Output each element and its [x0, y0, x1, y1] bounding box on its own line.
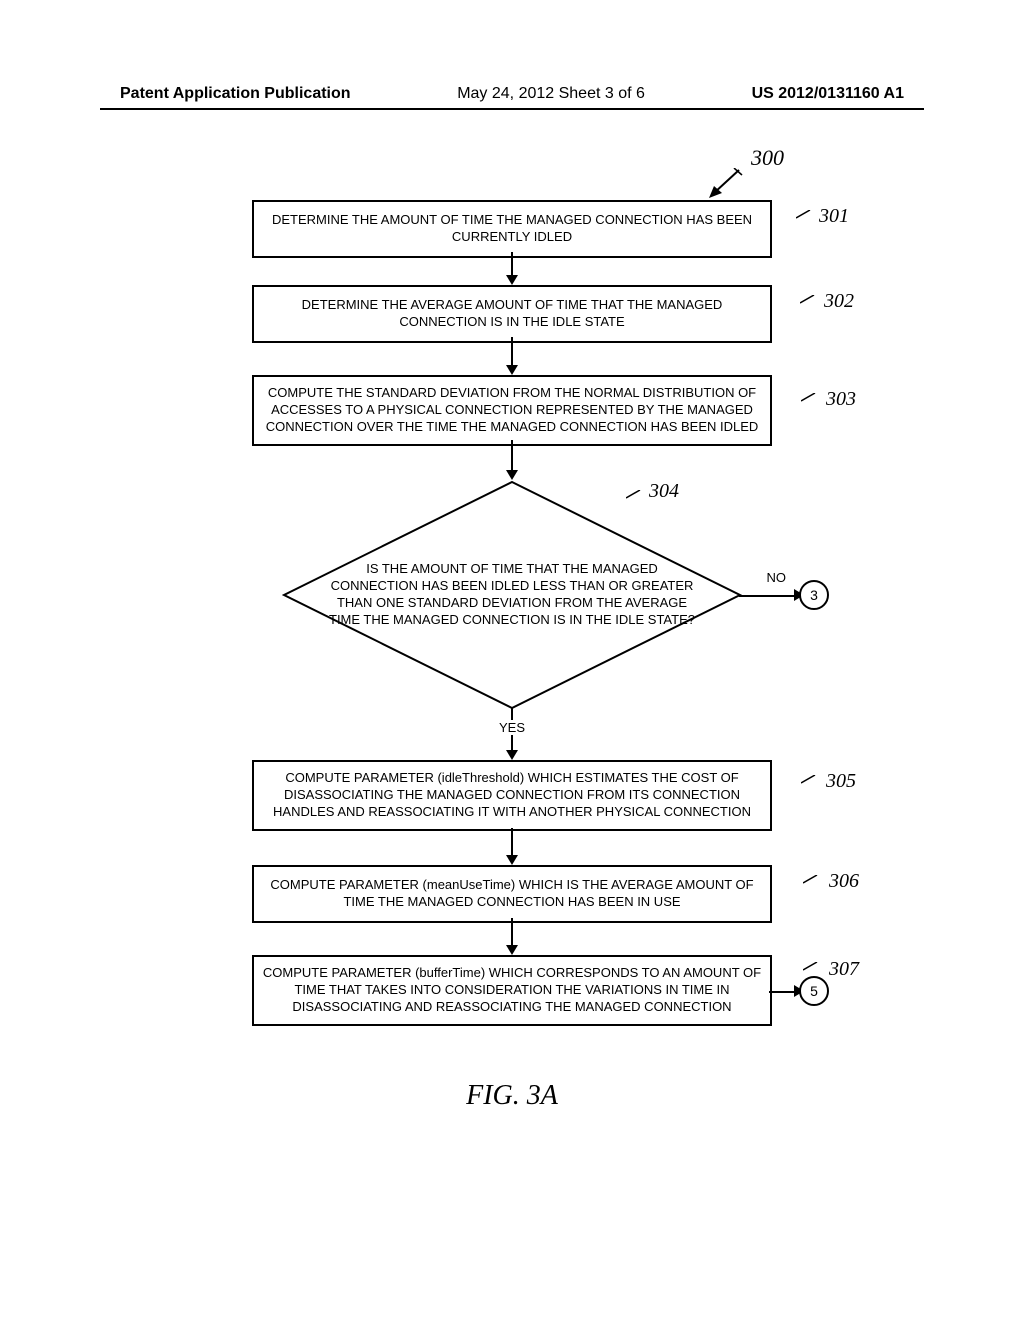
arrowhead-302-303	[506, 365, 518, 375]
arrow-302-303	[511, 337, 513, 367]
connector-circle-3: 3	[799, 580, 829, 610]
header-center: May 24, 2012 Sheet 3 of 6	[457, 85, 645, 103]
box-307: COMPUTE PARAMETER (bufferTime) WHICH COR…	[252, 955, 772, 1026]
page-header: Patent Application Publication May 24, 2…	[0, 85, 1024, 103]
arrowhead-303-304	[506, 470, 518, 480]
no-connector-line	[739, 595, 799, 597]
arrowhead-301-302	[506, 275, 518, 285]
ref-302: 302	[824, 290, 854, 313]
arrowhead-306-307	[506, 945, 518, 955]
box-301-text: DETERMINE THE AMOUNT OF TIME THE MANAGED…	[272, 212, 752, 244]
box-306: COMPUTE PARAMETER (meanUseTime) WHICH IS…	[252, 865, 772, 923]
tick-304	[626, 490, 642, 500]
header-left: Patent Application Publication	[120, 85, 351, 103]
box-305-text: COMPUTE PARAMETER (idleThreshold) WHICH …	[273, 770, 751, 819]
arrowhead-yes	[506, 750, 518, 760]
box-306-text: COMPUTE PARAMETER (meanUseTime) WHICH IS…	[270, 877, 753, 909]
figure-label: FIG. 3A	[466, 1080, 558, 1112]
arrowhead-305-306	[506, 855, 518, 865]
box-305: COMPUTE PARAMETER (idleThreshold) WHICH …	[252, 760, 772, 831]
diamond-304: IS THE AMOUNT OF TIME THAT THE MANAGED C…	[282, 480, 742, 710]
connector-3-text: 3	[810, 587, 818, 603]
header-divider	[100, 108, 924, 110]
arrow-305-306	[511, 828, 513, 858]
arrow-300-icon	[704, 168, 744, 198]
no-label: NO	[767, 570, 787, 585]
header-right: US 2012/0131160 A1	[752, 85, 904, 103]
ref-303: 303	[826, 388, 856, 411]
ref-304: 304	[649, 480, 679, 503]
yes-label: YES	[495, 720, 529, 735]
box-303: COMPUTE THE STANDARD DEVIATION FROM THE …	[252, 375, 772, 446]
tick-303	[801, 393, 817, 403]
tick-305	[801, 775, 817, 785]
tick-306	[803, 875, 819, 885]
ref-306: 306	[829, 870, 859, 893]
arrow-301-302	[511, 252, 513, 277]
box-302-text: DETERMINE THE AVERAGE AMOUNT OF TIME THA…	[302, 297, 723, 329]
ref-305: 305	[826, 770, 856, 793]
connector-circle-5: 5	[799, 976, 829, 1006]
tick-302	[800, 295, 816, 305]
tick-301	[796, 210, 812, 220]
ref-307: 307	[829, 958, 859, 981]
diamond-text: IS THE AMOUNT OF TIME THAT THE MANAGED C…	[322, 561, 702, 629]
tick-307	[803, 962, 819, 972]
box-302: DETERMINE THE AVERAGE AMOUNT OF TIME THA…	[252, 285, 772, 343]
ref-301: 301	[819, 205, 849, 228]
box-307-text: COMPUTE PARAMETER (bufferTime) WHICH COR…	[263, 965, 761, 1014]
box-303-text: COMPUTE THE STANDARD DEVIATION FROM THE …	[266, 385, 759, 434]
box-301: DETERMINE THE AMOUNT OF TIME THE MANAGED…	[252, 200, 772, 258]
ref-300: 300	[751, 145, 784, 171]
connector-5-text: 5	[810, 983, 818, 999]
arrow-306-307	[511, 918, 513, 948]
arrow-303-304	[511, 440, 513, 472]
